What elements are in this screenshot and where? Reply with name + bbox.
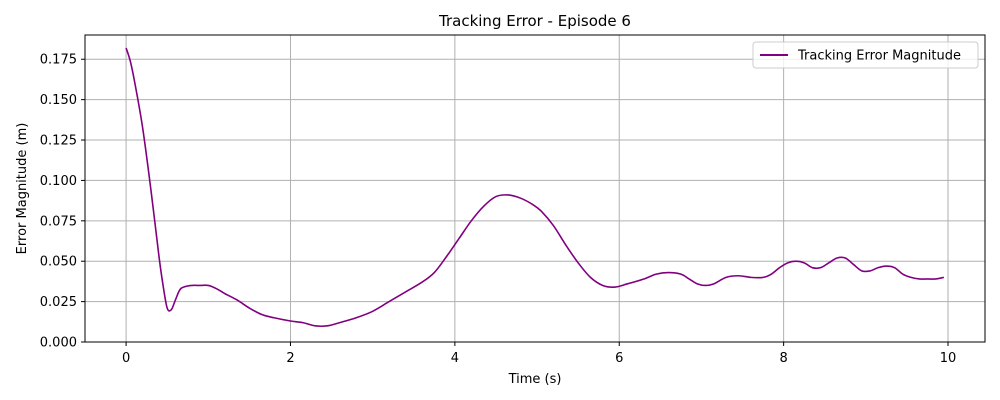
x-tick-label: 4 <box>451 351 459 366</box>
x-tick-label: 6 <box>615 351 623 366</box>
chart-title: Tracking Error - Episode 6 <box>438 12 631 30</box>
y-tick-label: 0.125 <box>40 134 77 149</box>
legend: Tracking Error Magnitude <box>752 41 979 69</box>
y-tick-label: 0.025 <box>40 295 77 310</box>
grid-lines <box>85 35 985 343</box>
x-tick-label: 8 <box>779 351 787 366</box>
legend-label: Tracking Error Magnitude <box>797 49 961 64</box>
axis-ticks: 0 2 4 6 8 10 0.000 0.025 0.050 0.075 0.100 0.125 0.1… <box>40 53 957 366</box>
y-axis-label: Error Magnitude (m) <box>15 123 30 255</box>
x-tick-label: 10 <box>940 351 957 366</box>
y-tick-label: 0.000 <box>40 336 77 351</box>
x-tick-label: 0 <box>122 351 130 366</box>
series-line <box>125 47 945 328</box>
x-axis-label: Time (s) <box>508 372 562 387</box>
y-tick-label: 0.150 <box>40 93 77 108</box>
axes-frame <box>84 34 986 343</box>
y-tick-label: 0.075 <box>40 214 77 229</box>
x-tick-label: 2 <box>286 351 294 366</box>
legend-box <box>752 41 979 69</box>
y-tick-label: 0.100 <box>40 174 77 189</box>
series-layer <box>125 47 945 328</box>
y-tick-label: 0.050 <box>40 255 77 270</box>
y-tick-label: 0.175 <box>40 53 77 68</box>
